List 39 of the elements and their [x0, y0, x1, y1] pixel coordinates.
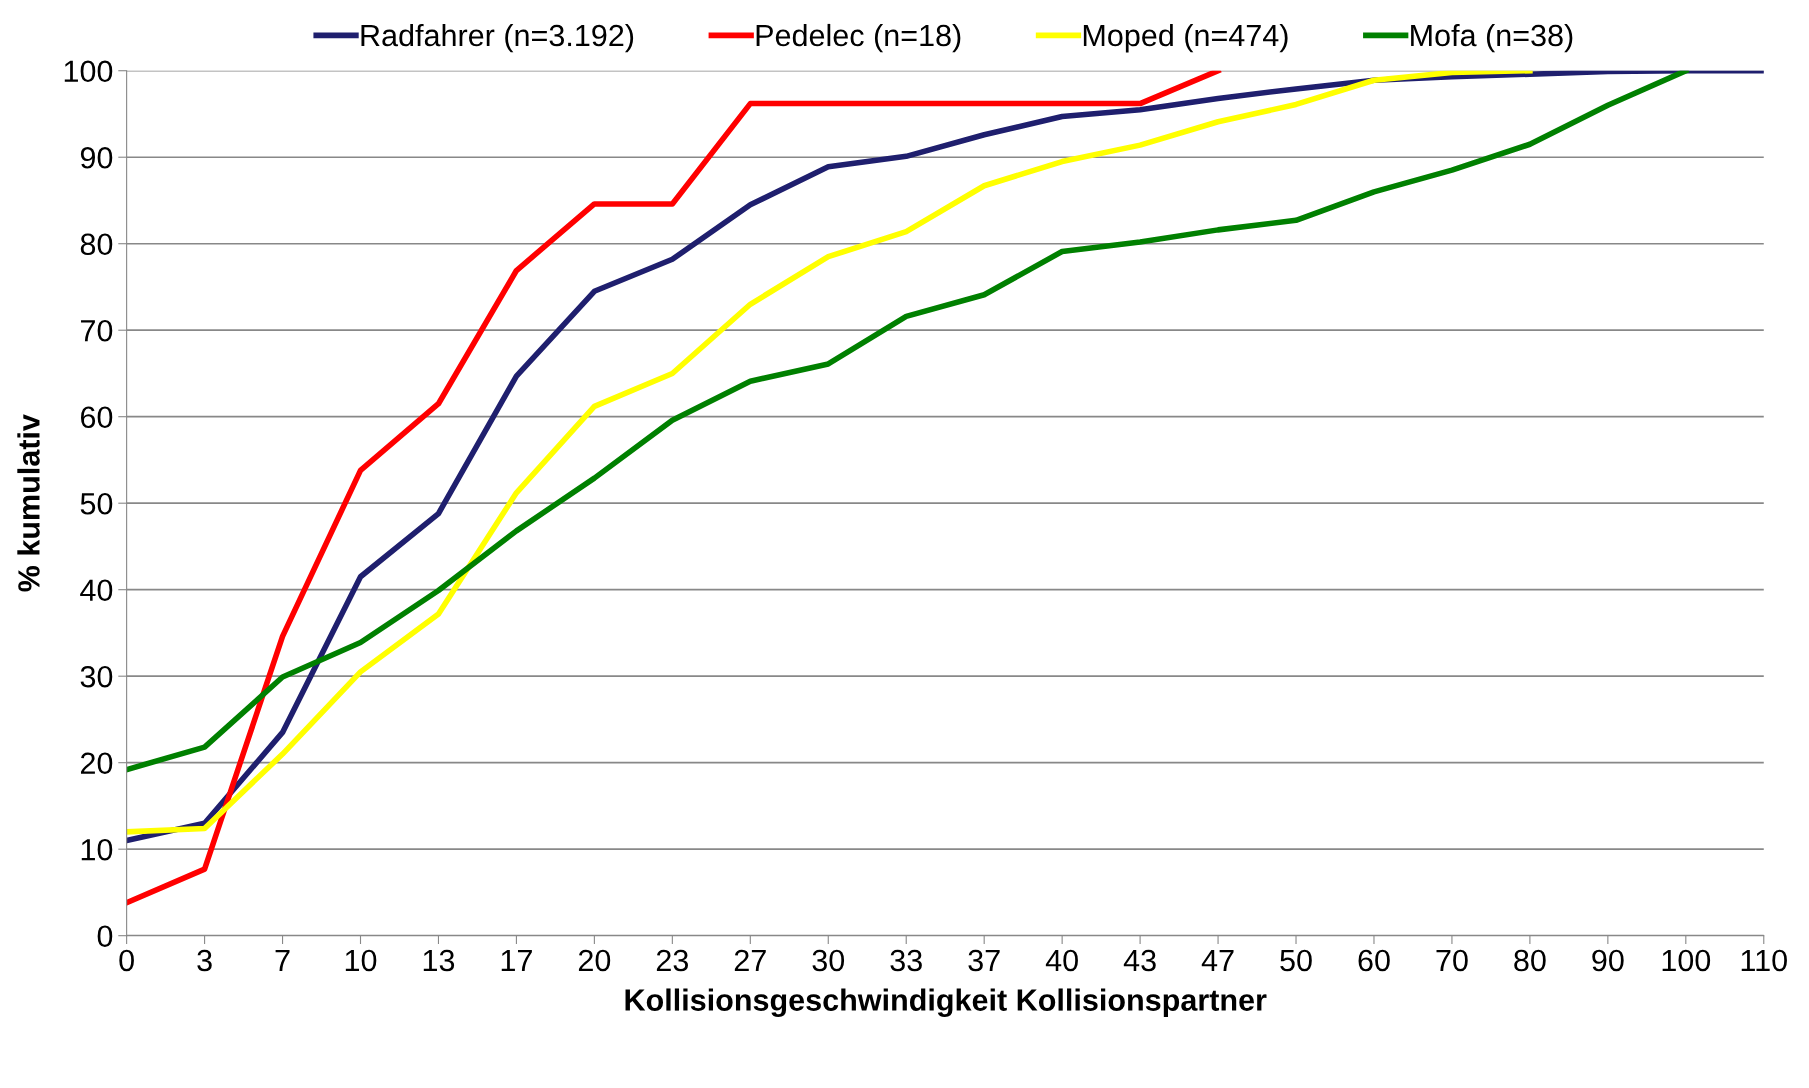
y-tick-label: 80 — [80, 233, 113, 256]
x-tick-label: 43 — [1123, 949, 1156, 972]
x-tick-label: 30 — [812, 949, 845, 972]
x-tick-label: 110 — [1741, 949, 1787, 972]
x-tick-label: 33 — [890, 949, 922, 972]
x-tick-label: 40 — [1045, 949, 1078, 972]
y-tick-label: 40 — [80, 579, 113, 602]
y-tick-label: 10 — [81, 838, 113, 861]
x-tick-label: 60 — [1358, 949, 1390, 972]
x-tick-label: 50 — [1280, 949, 1312, 972]
x-axis-title: Kollisionsgeschwindigkeit Kollisionspartner — [625, 988, 1267, 1018]
x-tick-label: 0 — [119, 949, 134, 972]
y-tick-label: 70 — [81, 319, 113, 342]
x-tick-label: 80 — [1514, 949, 1546, 972]
x-tick-label: 70 — [1436, 949, 1468, 972]
x-tick-label: 100 — [1662, 949, 1711, 972]
x-tick-label: 47 — [1201, 950, 1234, 972]
legend-label: Mofa (n=38) — [1411, 23, 1573, 53]
y-tick-label: 20 — [80, 752, 113, 775]
y-tick-label: 60 — [81, 406, 113, 429]
y-tick-label: 100 — [64, 60, 113, 83]
y-tick-label: 50 — [80, 492, 113, 515]
x-tick-label: 37 — [968, 949, 1000, 972]
y-tick-label: 90 — [80, 146, 113, 169]
x-tick-label: 7 — [275, 950, 290, 972]
x-tick-label: 23 — [656, 949, 688, 972]
x-tick-label: 3 — [197, 949, 212, 972]
x-tick-label: 20 — [578, 949, 611, 972]
x-tick-label: 17 — [501, 950, 532, 972]
legend-label: Pedelec (n=18) — [756, 23, 961, 53]
y-tick-label: 0 — [97, 925, 113, 948]
legend-label: Radfahrer (n=3.192) — [361, 23, 634, 53]
x-tick-label: 90 — [1592, 949, 1624, 972]
y-tick-label: 30 — [80, 665, 113, 688]
x-tick-label: 27 — [734, 949, 766, 972]
y-axis-title: % kumulativ — [17, 414, 40, 592]
x-tick-label: 13 — [423, 949, 455, 972]
x-tick-label: 10 — [345, 949, 377, 972]
legend-label: Moped (n=474) — [1083, 23, 1288, 53]
